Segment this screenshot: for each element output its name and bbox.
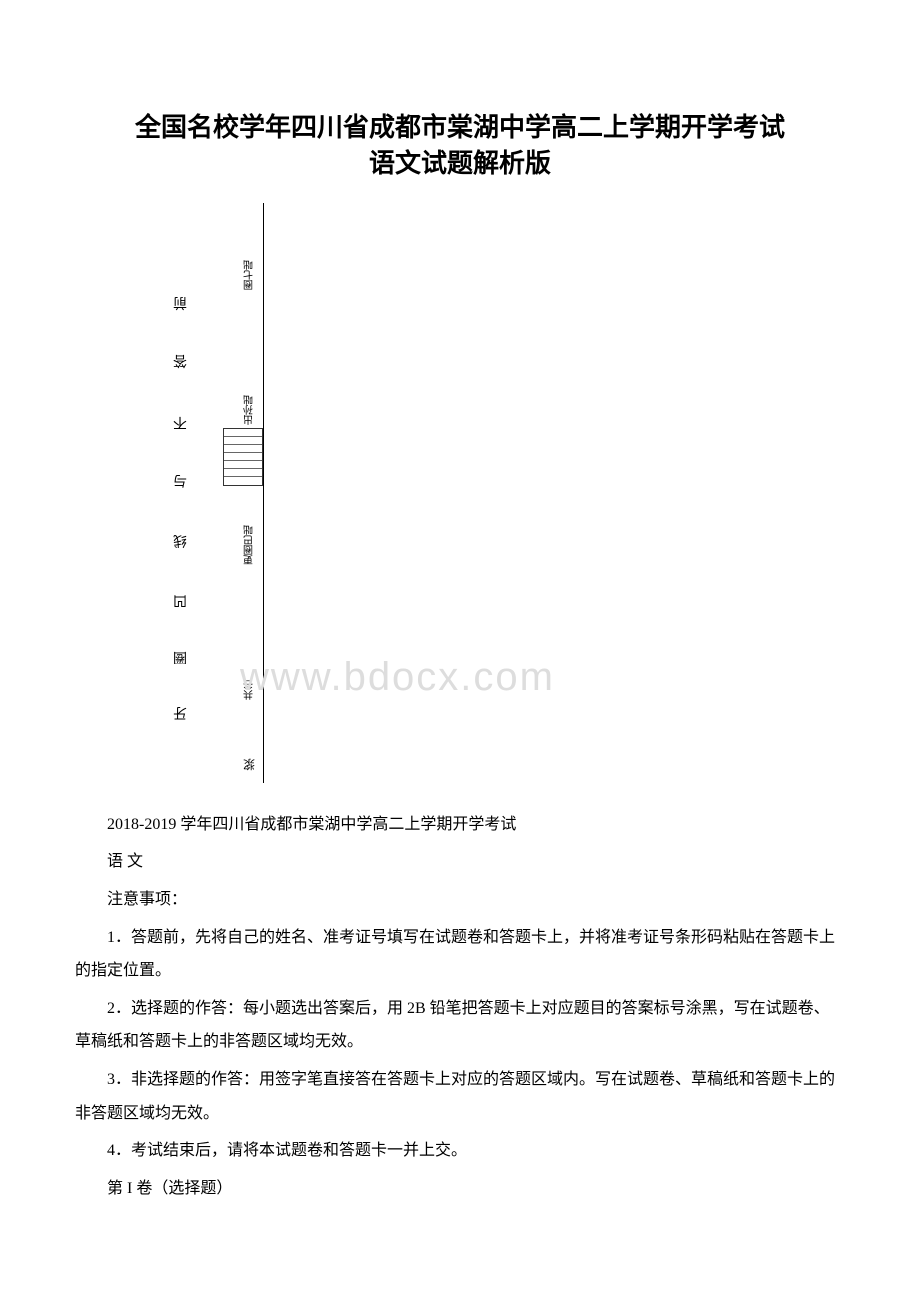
grid-box-1 — [223, 428, 263, 486]
left-label-1: 答 — [173, 351, 187, 371]
title-line-1: 全国名校学年四川省成都市棠湖中学高二上学期开学考试 — [75, 110, 845, 146]
left-label-5: 凹 — [173, 591, 187, 611]
title-line-2: 语文试题解析版 — [75, 146, 845, 182]
left-label-2: 不 — [173, 413, 187, 433]
document-body: 2018-2019 学年四川省成都市棠湖中学高二上学期开学考试 语 文 注意事项… — [75, 808, 845, 1206]
paragraph-0: 2018-2019 学年四川省成都市棠湖中学高二上学期开学考试 — [75, 808, 845, 842]
left-label-7: 牙 — [173, 703, 187, 723]
right-group-1: 咄 孙 出 — [243, 393, 253, 423]
paragraph-1: 语 文 — [75, 845, 845, 879]
paragraph-4: 2．选择题的作答：每小题选出答案后，用 2B 铅笔把答题卡上对应题目的答案标号涂… — [75, 992, 845, 1059]
paragraph-3: 1．答题前，先将自己的姓名、准考证号填写在试题卷和答题卡上，并将准考证号条形码粘… — [75, 921, 845, 988]
right-group-0: 咄 七 圈 — [243, 258, 253, 288]
left-label-6: 圈 — [173, 648, 187, 668]
watermark-text: www.bdocx.com — [240, 655, 555, 700]
paragraph-6: 4．考试结束后，请将本试题卷和答题卡一并上交。 — [75, 1134, 845, 1168]
left-label-4: 线 — [173, 531, 187, 551]
paragraph-2: 注意事项： — [75, 883, 845, 917]
paragraph-7: 第 I 卷（选择题） — [75, 1172, 845, 1206]
left-label-0: 前 — [173, 293, 187, 313]
right-group-4: 浆 — [243, 758, 255, 770]
right-group-2: 咄 巴 圈 更 — [243, 523, 253, 563]
paragraph-5: 3．非选择题的作答：用签字笔直接答在答题卡上对应的答题区域内。写在试题卷、草稿纸… — [75, 1063, 845, 1130]
left-label-3: 与 — [173, 471, 187, 491]
document-title: 全国名校学年四川省成都市棠湖中学高二上学期开学考试 语文试题解析版 — [75, 110, 845, 183]
